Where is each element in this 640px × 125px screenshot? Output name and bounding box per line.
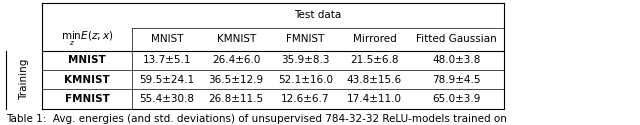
- Text: 12.6±6.7: 12.6±6.7: [281, 94, 330, 104]
- Text: MNIST: MNIST: [68, 55, 106, 65]
- Text: Fitted Gaussian: Fitted Gaussian: [416, 34, 497, 44]
- Text: 17.4±11.0: 17.4±11.0: [347, 94, 402, 104]
- Text: Mirrored: Mirrored: [353, 34, 396, 44]
- Text: FMNIST: FMNIST: [286, 34, 324, 44]
- Text: 35.9±8.3: 35.9±8.3: [281, 55, 330, 65]
- Text: KMNIST: KMNIST: [64, 75, 110, 85]
- Text: 26.4±6.0: 26.4±6.0: [212, 55, 260, 65]
- Text: 55.4±30.8: 55.4±30.8: [140, 94, 195, 104]
- Text: 43.8±15.6: 43.8±15.6: [347, 75, 402, 85]
- Text: Training: Training: [19, 59, 29, 100]
- Text: MNIST: MNIST: [151, 34, 183, 44]
- Text: 48.0±3.8: 48.0±3.8: [432, 55, 481, 65]
- Text: 52.1±16.0: 52.1±16.0: [278, 75, 333, 85]
- Text: 13.7±5.1: 13.7±5.1: [143, 55, 191, 65]
- Text: 65.0±3.9: 65.0±3.9: [432, 94, 481, 104]
- Text: Table 1:  Avg. energies (and std. deviations) of unsupervised 784-32-32 ReLU-mod: Table 1: Avg. energies (and std. deviati…: [6, 114, 508, 124]
- Text: 21.5±6.8: 21.5±6.8: [350, 55, 399, 65]
- Text: Test data: Test data: [294, 10, 342, 20]
- Text: 59.5±24.1: 59.5±24.1: [140, 75, 195, 85]
- Text: 78.9±4.5: 78.9±4.5: [432, 75, 481, 85]
- Text: 26.8±11.5: 26.8±11.5: [209, 94, 264, 104]
- Text: FMNIST: FMNIST: [65, 94, 109, 104]
- Text: KMNIST: KMNIST: [216, 34, 256, 44]
- Text: $\min_z E(z;x)$: $\min_z E(z;x)$: [61, 30, 113, 48]
- Text: 36.5±12.9: 36.5±12.9: [209, 75, 264, 85]
